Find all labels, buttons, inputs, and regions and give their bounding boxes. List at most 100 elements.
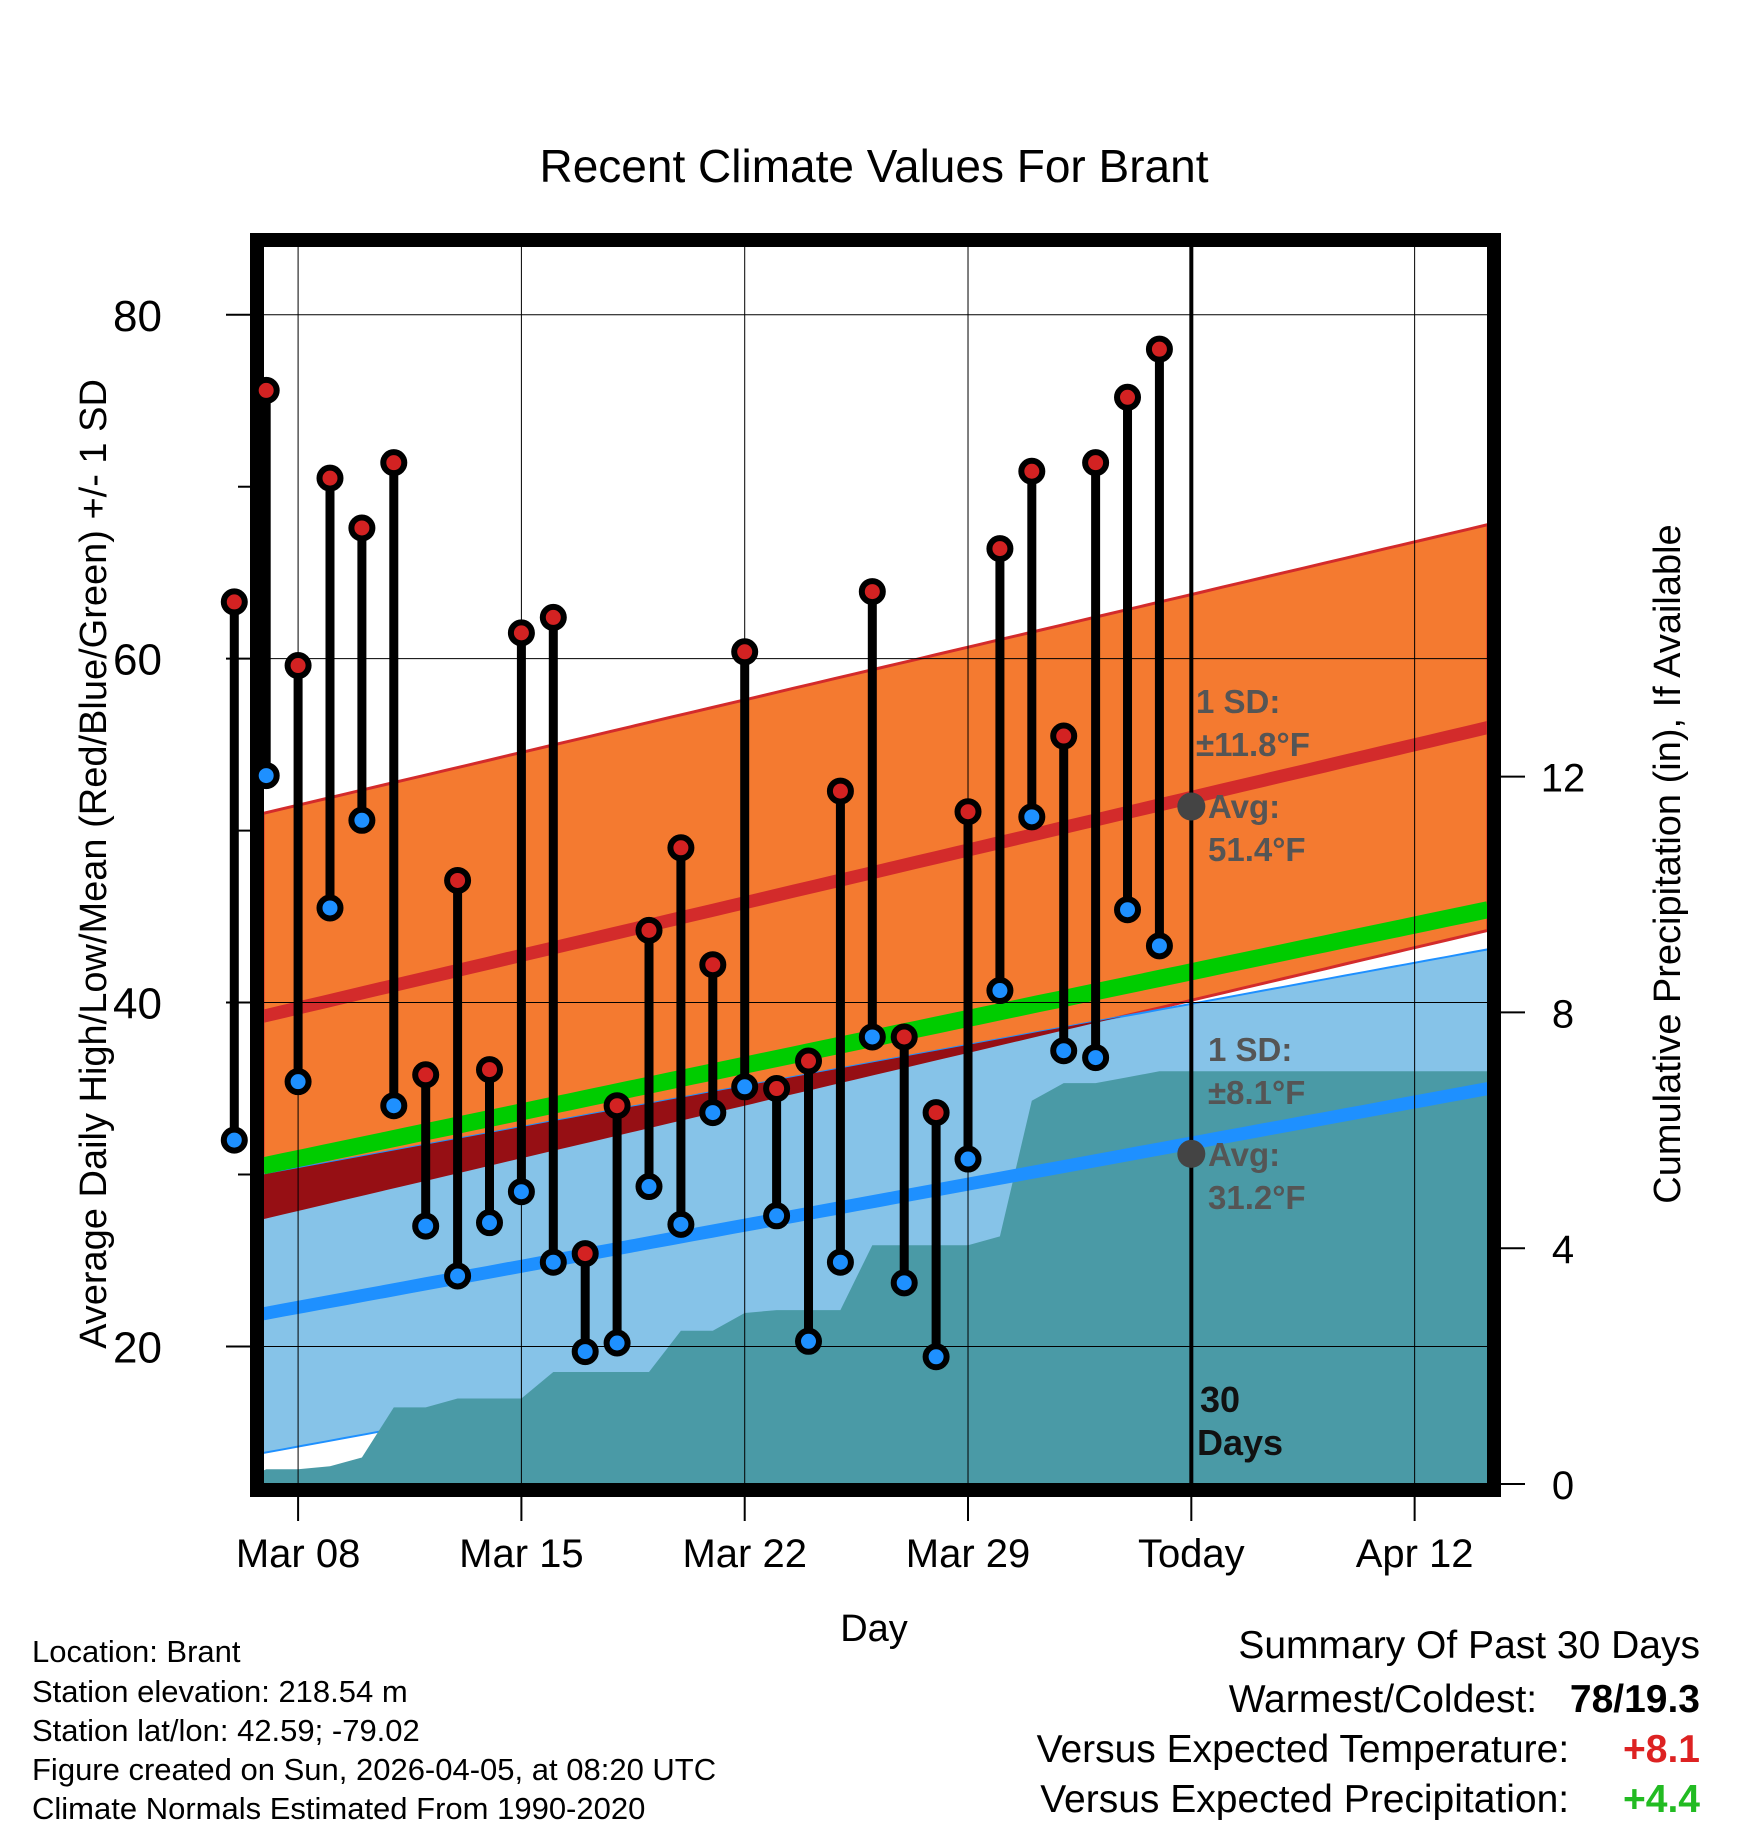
daily-high-point <box>1050 722 1078 750</box>
daily-high-point <box>444 866 472 894</box>
daily-low-point <box>890 1269 918 1297</box>
summary-title: Summary Of Past 30 Days <box>1238 1624 1700 1667</box>
daily-high-point <box>1114 383 1142 411</box>
x-tick-label: Mar 29 <box>906 1532 1031 1576</box>
summary-temp-row: Versus Expected Temperature: +8.1 <box>1037 1730 1700 1769</box>
daily-high-point <box>1018 457 1046 485</box>
daily-low-point <box>571 1338 599 1366</box>
daily-low-point <box>667 1210 695 1238</box>
daily-low-point <box>252 762 280 790</box>
daily-low-point <box>699 1099 727 1127</box>
daily-low-point <box>731 1073 759 1101</box>
daily-high-point <box>220 588 248 616</box>
y2-tick-label: 4 <box>1552 1228 1574 1272</box>
daily-high-point <box>763 1075 791 1103</box>
station-location: Location: Brant <box>32 1634 241 1669</box>
temp-label: Versus Expected Temperature: <box>1036 1728 1570 1771</box>
y-tick-label: 60 <box>113 636 162 685</box>
daily-low-point <box>475 1209 503 1237</box>
station-elevation: Station elevation: 218.54 m <box>32 1674 408 1709</box>
figure-created: Figure created on Sun, 2026-04-05, at 08… <box>32 1752 717 1787</box>
daily-high-point <box>1082 449 1110 477</box>
daily-low-point <box>1145 932 1173 960</box>
precip-label: Versus Expected Precipitation: <box>1040 1778 1570 1821</box>
temp-value: +8.1 <box>1623 1728 1700 1771</box>
daily-low-point <box>763 1202 791 1230</box>
daily-high-point <box>539 603 567 631</box>
daily-high-point <box>667 834 695 862</box>
y-tick-label: 40 <box>113 980 162 1029</box>
daily-high-point <box>986 535 1014 563</box>
daily-high-point <box>507 619 535 647</box>
low-sd-label: 1 SD: <box>1208 1031 1292 1068</box>
period-number: 30 <box>1200 1379 1240 1420</box>
daily-low-point <box>922 1343 950 1371</box>
y2-axis-label: Cumulative Precipitation (in), If Availa… <box>1647 524 1689 1203</box>
daily-high-point <box>858 578 886 606</box>
y2-tick-label: 0 <box>1552 1464 1574 1508</box>
x-tick-label: Mar 08 <box>236 1532 361 1576</box>
high-sd-label: 1 SD: <box>1196 683 1280 720</box>
daily-high-point <box>922 1099 950 1127</box>
daily-high-point <box>795 1047 823 1075</box>
plot-frame <box>250 233 1501 1497</box>
daily-low-point <box>826 1248 854 1276</box>
daily-low-point <box>444 1262 472 1290</box>
daily-low-point <box>1082 1044 1110 1072</box>
high-sd-value: ±11.8°F <box>1196 726 1310 763</box>
warm-cold-label: Warmest/Coldest: <box>1228 1678 1538 1721</box>
low-avg-label: Avg: <box>1208 1136 1280 1173</box>
daily-high-point <box>954 798 982 826</box>
daily-low-point <box>1114 896 1142 924</box>
station-latlon: Station lat/lon: 42.59; -79.02 <box>32 1713 420 1748</box>
daily-high-point <box>316 464 344 492</box>
daily-high-point <box>635 916 663 944</box>
low-sd-value: ±8.1°F <box>1208 1074 1305 1111</box>
daily-low-point <box>795 1327 823 1355</box>
x-tick-label: Mar 22 <box>682 1532 807 1576</box>
daily-low-point <box>1018 803 1046 831</box>
daily-high-point <box>284 652 312 680</box>
warm-cold-value: 78/19.3 <box>1569 1678 1700 1721</box>
daily-low-point <box>316 894 344 922</box>
daily-low-point <box>858 1023 886 1051</box>
high-avg-value: 51.4°F <box>1208 831 1306 868</box>
daily-high-point <box>571 1240 599 1268</box>
precip-area <box>263 1071 1488 1484</box>
x-tick-label: Today <box>1138 1532 1245 1576</box>
daily-low-point <box>954 1145 982 1173</box>
daily-low-point <box>635 1173 663 1201</box>
daily-low-point <box>1050 1037 1078 1065</box>
y-tick-label: 20 <box>113 1323 162 1372</box>
daily-low-point <box>412 1212 440 1240</box>
chart-title: Recent Climate Values For Brant <box>540 140 1209 192</box>
y-axis-label: Average Daily High/Low/Mean (Red/Blue/Gr… <box>73 379 115 1349</box>
daily-low-point <box>986 977 1014 1005</box>
precip-value: +4.4 <box>1623 1778 1700 1821</box>
x-tick-label: Apr 12 <box>1356 1532 1474 1576</box>
summary-precip-row: Versus Expected Precipitation: +4.4 <box>1040 1780 1700 1819</box>
daily-high-point <box>603 1092 631 1120</box>
y2-tick-label: 12 <box>1541 757 1586 801</box>
daily-low-point <box>284 1068 312 1096</box>
daily-low-point <box>380 1092 408 1120</box>
high-avg-marker <box>1177 792 1206 821</box>
daily-high-point <box>731 638 759 666</box>
daily-high-point <box>699 951 727 979</box>
period-unit: Days <box>1197 1422 1283 1463</box>
daily-high-point <box>348 514 376 542</box>
summary-warm-cold-row: Warmest/Coldest: 78/19.3 <box>1229 1680 1700 1719</box>
x-axis-label: Day <box>840 1608 908 1650</box>
high-avg-label: Avg: <box>1208 788 1280 825</box>
daily-high-point <box>890 1023 918 1051</box>
daily-high-point <box>1145 335 1173 363</box>
y-tick-label: 80 <box>113 292 162 341</box>
daily-low-point <box>348 806 376 834</box>
daily-low-point <box>603 1329 631 1357</box>
daily-low-point <box>507 1178 535 1206</box>
daily-high-point <box>826 777 854 805</box>
low-avg-value: 31.2°F <box>1208 1179 1306 1216</box>
daily-high-point <box>380 449 408 477</box>
daily-low-point <box>220 1126 248 1154</box>
